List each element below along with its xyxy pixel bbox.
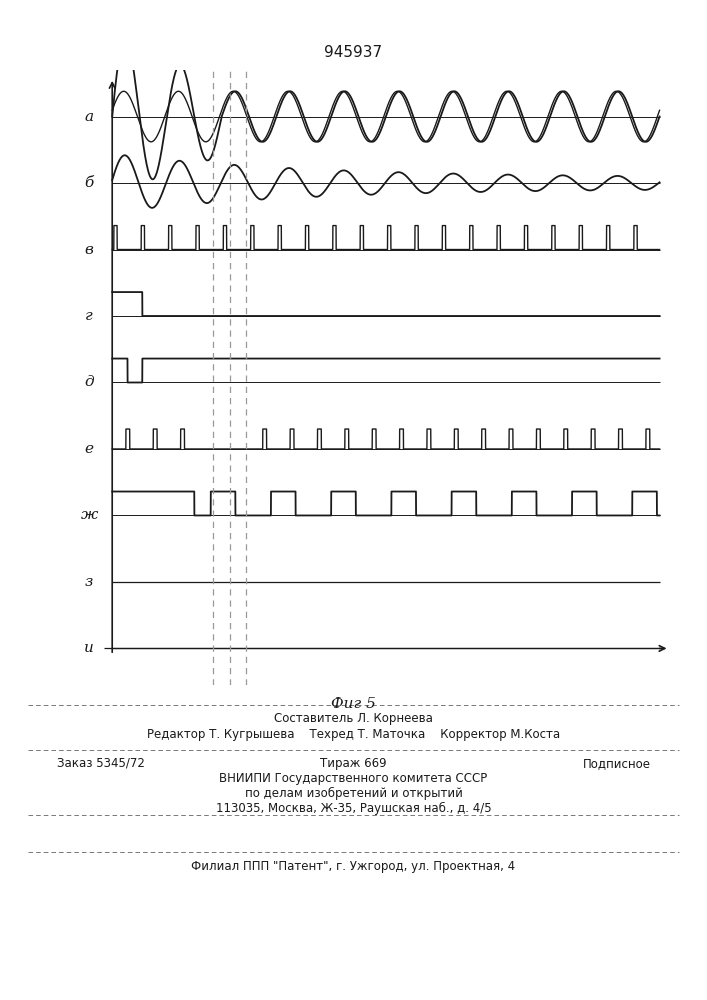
- Text: по делам изобретений и открытий: по делам изобретений и открытий: [245, 787, 462, 800]
- Text: Филиал ППП "Патент", г. Ужгород, ул. Проектная, 4: Филиал ППП "Патент", г. Ужгород, ул. Про…: [192, 860, 515, 873]
- Text: ВНИИПИ Государственного комитета СССР: ВНИИПИ Государственного комитета СССР: [219, 772, 488, 785]
- Text: Заказ 5345/72: Заказ 5345/72: [57, 757, 144, 770]
- Text: а: а: [85, 110, 94, 124]
- Text: Подписное: Подписное: [583, 757, 650, 770]
- Text: Составитель Л. Корнеева: Составитель Л. Корнеева: [274, 712, 433, 725]
- Text: 113035, Москва, Ж-35, Раушская наб., д. 4/5: 113035, Москва, Ж-35, Раушская наб., д. …: [216, 802, 491, 815]
- Text: ж: ж: [81, 508, 98, 522]
- Text: Редактор Т. Кугрышева    Техред Т. Маточка    Корректор М.Коста: Редактор Т. Кугрышева Техред Т. Маточка …: [147, 728, 560, 741]
- Text: б: б: [85, 176, 94, 190]
- Text: в: в: [85, 243, 93, 257]
- Text: з: з: [85, 575, 93, 589]
- Text: и: и: [84, 641, 94, 655]
- Text: д: д: [84, 375, 94, 389]
- Text: е: е: [85, 442, 94, 456]
- Text: г: г: [86, 309, 93, 323]
- Text: Фиг 5: Фиг 5: [331, 697, 376, 711]
- Text: Тираж 669: Тираж 669: [320, 757, 387, 770]
- Text: 945937: 945937: [325, 45, 382, 60]
